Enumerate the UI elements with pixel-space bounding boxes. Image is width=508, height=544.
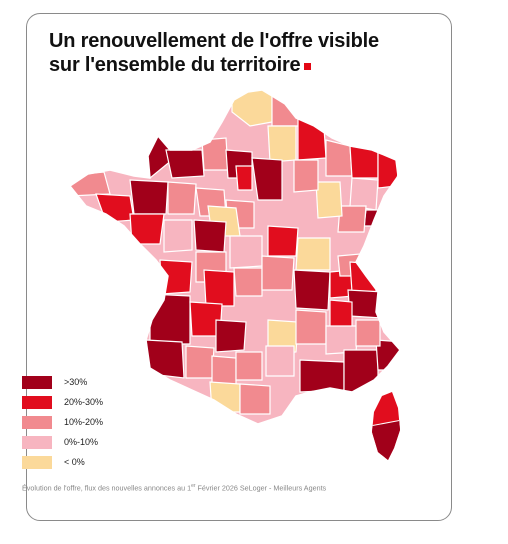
title-line-1: Un renouvellement de l'offre visible xyxy=(49,30,379,52)
legend-label: < 0% xyxy=(64,457,85,467)
legend-swatch xyxy=(22,375,52,389)
mainland-outline xyxy=(68,89,401,425)
map-title: Un renouvellement de l'offre visible sur… xyxy=(49,29,439,77)
legend-swatch xyxy=(22,435,52,449)
footnote-prefix: Évolution de l'offre, flux des nouvelles… xyxy=(22,483,192,493)
legend-swatch xyxy=(22,415,52,429)
footnote-sup: er xyxy=(191,483,196,489)
mainland-regions xyxy=(70,90,400,424)
source-footnote: Évolution de l'offre, flux des nouvelles… xyxy=(22,483,326,492)
legend-swatch xyxy=(22,455,52,469)
corsica xyxy=(372,392,400,460)
legend-label: 20%-30% xyxy=(64,397,104,407)
legend: >30% 20%-30% 10%-20% 0%-10% < 0% xyxy=(22,372,103,472)
legend-label: 10%-20% xyxy=(64,417,104,427)
legend-label: 0%-10% xyxy=(64,437,99,447)
legend-item: 10%-20% xyxy=(22,412,103,432)
legend-item: < 0% xyxy=(22,452,103,472)
legend-item: >30% xyxy=(22,372,103,392)
legend-item: 20%-30% xyxy=(22,392,103,412)
legend-item: 0%-10% xyxy=(22,432,103,452)
title-line-2: sur l'ensemble du territoire xyxy=(49,54,301,76)
footnote-suffix: Février 2026 SeLoger - Meilleurs Agents xyxy=(195,483,327,493)
legend-label: >30% xyxy=(64,377,88,387)
legend-swatch xyxy=(22,395,52,409)
accent-dot xyxy=(304,63,312,70)
